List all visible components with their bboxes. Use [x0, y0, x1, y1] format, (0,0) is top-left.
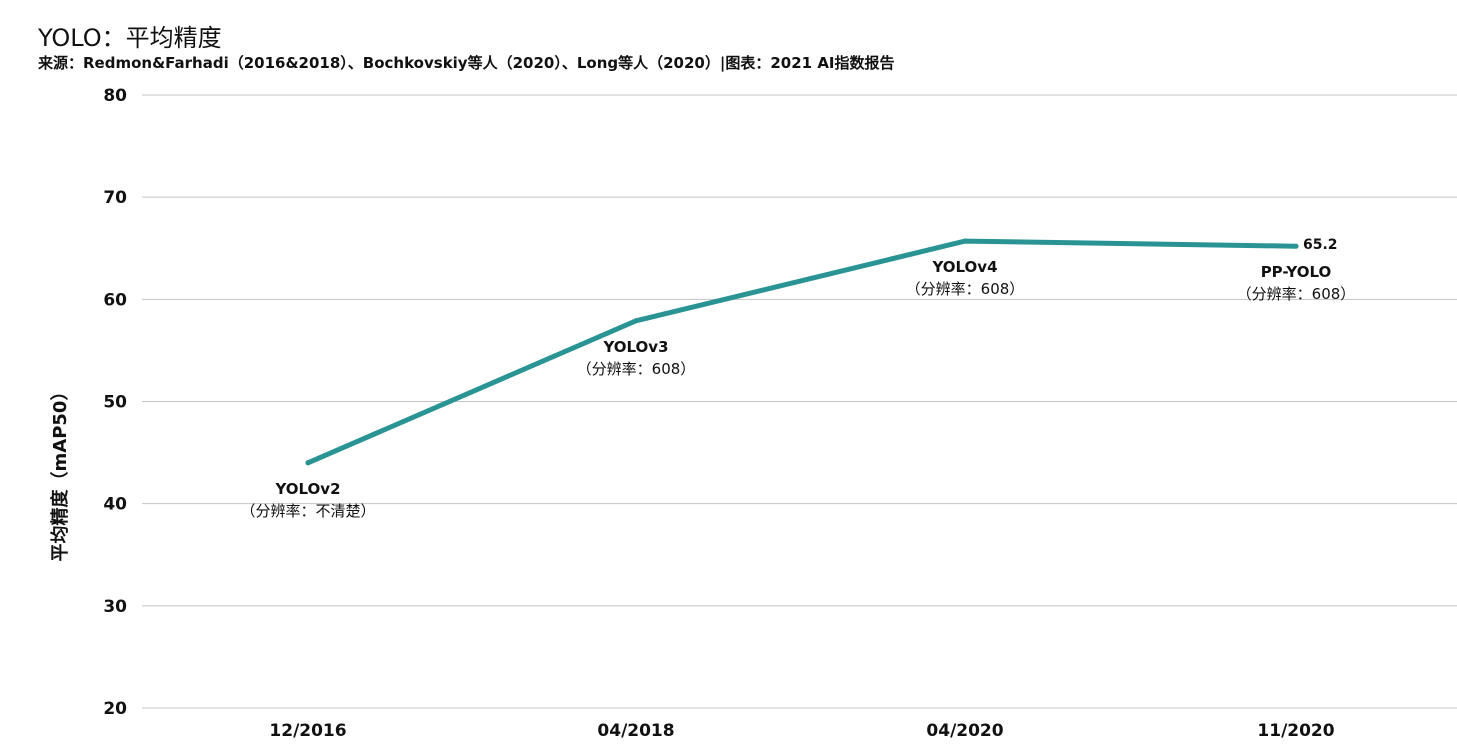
- y-tick-label: 50: [103, 393, 127, 413]
- chart-title: YOLO：平均精度: [38, 24, 222, 52]
- x-tick-label: 04/2018: [597, 721, 674, 741]
- annotation-model-name: YOLOv2: [274, 480, 340, 498]
- grid-lines: [142, 94, 1457, 709]
- data-point: [1293, 243, 1299, 249]
- data-point: [962, 238, 968, 244]
- y-tick-label: 70: [103, 188, 127, 208]
- point-annotations: YOLOv2 （分辨率：不清楚） YOLOv3 （分辨率：608） YOLOv4 （分辨率…: [240, 237, 1355, 520]
- x-tick-label: 04/2020: [926, 721, 1003, 741]
- series-group: [305, 238, 1299, 466]
- y-tick-label: 40: [103, 495, 127, 515]
- y-tick-label: 30: [103, 597, 127, 617]
- y-tick-label: 80: [103, 86, 127, 106]
- series-line: [305, 238, 1299, 466]
- annotation-model-name: PP-YOLO: [1261, 263, 1332, 281]
- data-point: [305, 460, 311, 466]
- annotation-resolution: （分辨率：608）: [906, 280, 1025, 298]
- chart-subtitle: 来源：Redmon&Farhadi（2016&2018）、Bochkovskiy…: [38, 54, 895, 72]
- y-tick-label: 60: [103, 290, 127, 310]
- y-tick-label: 20: [103, 699, 127, 719]
- y-axis-label: 平均精度（mAP50）: [49, 383, 71, 562]
- y-axis-ticks: 20 30 40 50 60 70 80: [103, 86, 127, 719]
- x-axis-ticks: 12/2016 04/2018 04/2020 11/2020: [269, 721, 1334, 741]
- annotation-resolution: （分辨率：不清楚）: [240, 502, 375, 520]
- annotation-resolution: （分辨率：608）: [1237, 285, 1356, 303]
- data-value-label: 65.2: [1303, 237, 1338, 253]
- data-point: [633, 318, 639, 324]
- x-tick-label: 11/2020: [1257, 721, 1334, 741]
- annotation-model-name: YOLOv3: [602, 338, 668, 356]
- annotation-model-name: YOLOv4: [931, 258, 997, 276]
- annotation-resolution: （分辨率：608）: [577, 360, 696, 378]
- x-tick-label: 12/2016: [269, 721, 346, 741]
